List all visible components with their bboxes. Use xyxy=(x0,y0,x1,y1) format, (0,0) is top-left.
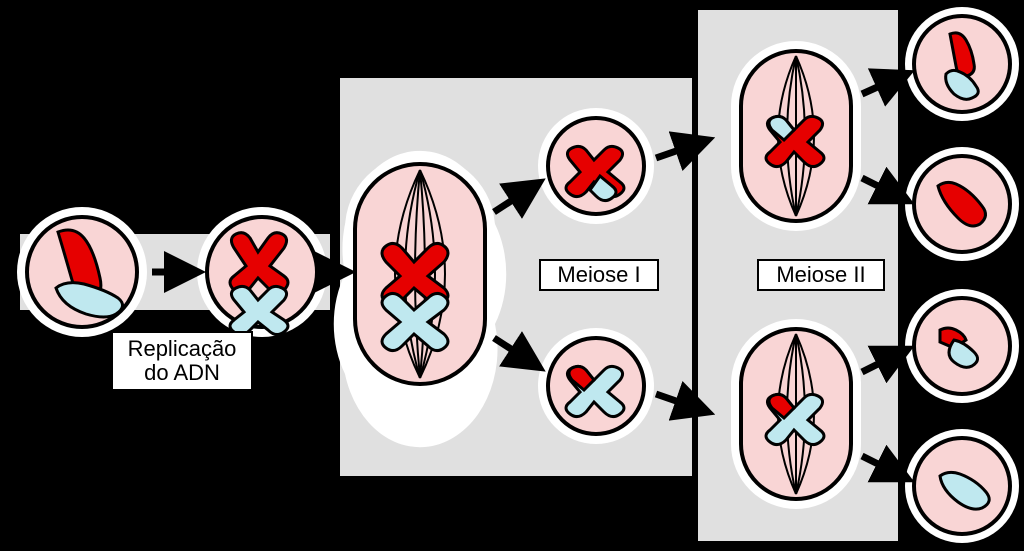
label-meiosis2: Meiose II xyxy=(758,260,884,290)
cell-division2-bottom xyxy=(741,329,851,499)
cell-m1-bottom xyxy=(548,338,644,434)
cell-division2-top xyxy=(741,51,851,221)
svg-text:Replicação: Replicação xyxy=(128,336,237,361)
cell-initial xyxy=(27,217,137,327)
meiosis-diagram: Replicação do ADN Meiose I Meiose II xyxy=(0,0,1024,551)
gamete-3 xyxy=(914,298,1010,394)
svg-text:do ADN: do ADN xyxy=(144,360,220,385)
gamete-2 xyxy=(914,156,1010,252)
gamete-4 xyxy=(914,438,1010,534)
gamete-1 xyxy=(914,16,1010,112)
cell-m1-top xyxy=(548,118,644,214)
cell-division1 xyxy=(355,164,485,384)
label-meiosis1: Meiose I xyxy=(540,260,658,290)
label-replication: Replicação do ADN xyxy=(112,332,252,390)
svg-text:Meiose II: Meiose II xyxy=(776,262,865,287)
svg-text:Meiose I: Meiose I xyxy=(557,262,640,287)
